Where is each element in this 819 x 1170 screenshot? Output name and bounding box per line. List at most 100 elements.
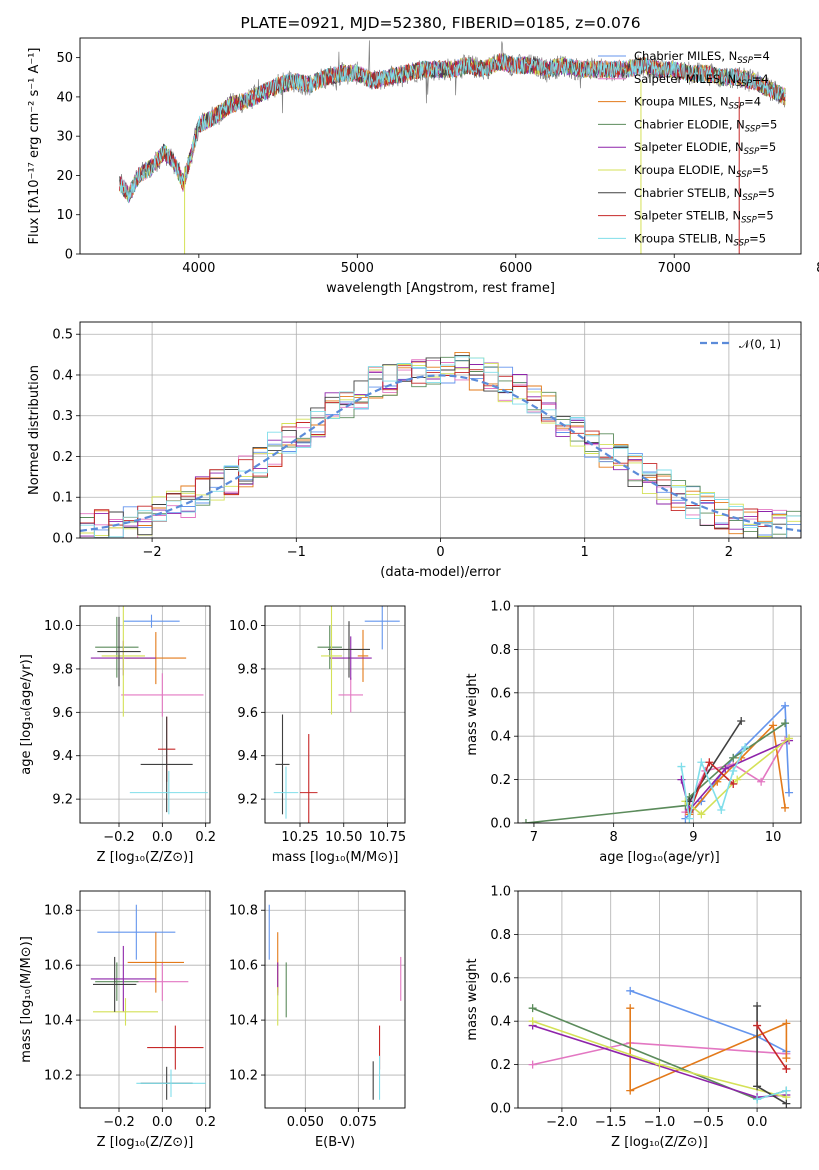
y-tick-label: 9.4 xyxy=(237,749,258,764)
y-tick-label: 0.8 xyxy=(490,928,511,943)
y-tick-label: 20 xyxy=(56,169,73,184)
spectrum-line xyxy=(119,53,786,203)
y-tick-label: 10.0 xyxy=(229,619,258,634)
y-tick-label: 0.4 xyxy=(52,368,73,383)
chart-weight-vs-Z: −2.0 −1.5 −1.0 −0.5 0.0 0.0 0.2 0.4 0.6 0.8 1.0 Z [… xyxy=(465,885,802,1150)
x-tick-label: −0.5 xyxy=(693,1115,725,1130)
y-tick-label: 9.4 xyxy=(52,749,73,764)
x-tick-label: 1 xyxy=(581,545,589,560)
x-tick-label: −1.5 xyxy=(595,1115,627,1130)
series-path xyxy=(680,746,746,819)
series-marker xyxy=(785,788,794,797)
x-axis-label: (data-model)/error xyxy=(380,565,501,580)
axes-frame xyxy=(264,605,406,824)
data-point xyxy=(300,734,318,823)
series-line xyxy=(753,1086,791,1104)
legend-entry: Chabrier MILES, NSSP=4 xyxy=(634,49,770,66)
y-tick-label: 0.2 xyxy=(490,1058,511,1073)
y-tick-label: 0.0 xyxy=(52,532,73,547)
series-marker xyxy=(729,753,738,762)
data-point xyxy=(93,998,158,1026)
y-tick-label: 10.0 xyxy=(44,619,73,634)
y-tick-label: 10.8 xyxy=(44,904,73,919)
legend-entry: Chabrier STELIB, NSSP=5 xyxy=(634,186,775,203)
y-tick-label: 9.2 xyxy=(237,793,258,808)
y-tick-label: 9.8 xyxy=(52,662,73,677)
plot-area xyxy=(119,40,786,254)
series-marker xyxy=(677,762,686,771)
y-tick-label: 50 xyxy=(56,51,73,66)
series-line xyxy=(685,721,790,819)
y-tick-label: 10.6 xyxy=(229,959,258,974)
chart-title: PLATE=0921, MJD=52380, FIBERID=0185, z=0… xyxy=(240,14,640,32)
series-marker xyxy=(737,717,746,726)
series-marker xyxy=(655,1060,664,1069)
data-point xyxy=(273,766,299,819)
data-point xyxy=(90,945,156,1012)
legend-entry: 𝒩(0, 1) xyxy=(739,337,781,351)
series-marker xyxy=(753,1021,762,1030)
series-marker xyxy=(528,1017,537,1026)
plot-area xyxy=(80,351,801,538)
chart-weight-vs-age: 7 8 9 10 0.0 0.2 0.4 0.6 0.8 1.0 age [log₁₀(age/yr… xyxy=(465,600,802,865)
y-tick-label: 10.6 xyxy=(44,959,73,974)
y-axis-label: mass [log₁₀(M/M⊙)] xyxy=(19,936,34,1063)
series-marker xyxy=(782,1054,791,1063)
series-marker xyxy=(753,1002,762,1011)
legend: 𝒩(0, 1) xyxy=(700,337,781,351)
data-point xyxy=(328,621,370,678)
x-axis-label: mass [log₁₀(M/M⊙)] xyxy=(272,850,399,865)
plot-area xyxy=(268,904,402,1100)
series-marker xyxy=(729,766,738,775)
series-marker xyxy=(626,1086,635,1095)
series-line xyxy=(677,743,750,823)
x-axis-label: wavelength [Angstrom, rest frame] xyxy=(326,281,555,296)
chart-age-vs-Z: −0.2 0.0 0.2 9.2 9.4 9.6 9.8 10.0 Z [log₁₀(Z/Z⊙)… xyxy=(19,605,216,865)
x-tick-label: 0.2 xyxy=(195,830,216,845)
series-marker xyxy=(626,1004,635,1013)
y-tick-label: 9.6 xyxy=(52,706,73,721)
data-point xyxy=(136,1069,206,1098)
y-tick-label: 10.4 xyxy=(229,1014,258,1029)
series-marker xyxy=(697,810,706,819)
x-tick-label: 7000 xyxy=(658,261,691,276)
axes-frame xyxy=(517,890,802,1109)
y-tick-label: 0.6 xyxy=(490,971,511,986)
chart-mass-vs-ebv: 0.050 0.075 10.2 10.4 10.6 10.8 E(B-V) xyxy=(229,890,406,1150)
x-tick-label: −1.0 xyxy=(644,1115,676,1130)
series-line xyxy=(753,1002,791,1108)
data-point xyxy=(129,770,208,815)
data-point xyxy=(127,932,184,993)
x-tick-label: 7 xyxy=(530,830,538,845)
series-path xyxy=(756,1025,788,1070)
series-marker xyxy=(782,1086,791,1095)
series-marker xyxy=(697,758,706,767)
chart-residuals: −2 −1 0 1 2 0.0 0.1 0.2 0.3 0.4 0.5 (data-model)/er… xyxy=(27,321,802,580)
x-tick-label: 8 xyxy=(610,830,618,845)
axes-frame xyxy=(264,890,406,1109)
series-marker xyxy=(781,803,790,812)
y-tick-label: 0.8 xyxy=(490,643,511,658)
data-point xyxy=(95,962,139,1001)
y-tick-label: 0.5 xyxy=(52,328,73,343)
series-marker xyxy=(741,743,750,752)
y-tick-label: 9.6 xyxy=(237,706,258,721)
series-line xyxy=(626,1004,791,1095)
series-marker xyxy=(769,721,778,730)
series-marker xyxy=(782,1019,791,1028)
x-tick-label: 0.050 xyxy=(287,1115,324,1130)
y-tick-label: 9.2 xyxy=(52,793,73,808)
x-tick-label: 2 xyxy=(725,545,733,560)
y-tick-label: 40 xyxy=(56,90,73,105)
y-tick-label: 0.3 xyxy=(52,409,73,424)
legend-entry: Kroupa MILES, NSSP=4 xyxy=(634,95,761,112)
spectrum-line xyxy=(119,54,786,204)
series-marker xyxy=(753,1095,762,1104)
plot-area xyxy=(273,606,400,823)
legend-entry: Kroupa STELIB, NSSP=5 xyxy=(634,231,766,248)
data-point xyxy=(95,616,139,678)
gaussian-curve xyxy=(80,374,801,532)
x-tick-label: 6000 xyxy=(499,261,532,276)
x-tick-label: 10.75 xyxy=(369,830,406,845)
